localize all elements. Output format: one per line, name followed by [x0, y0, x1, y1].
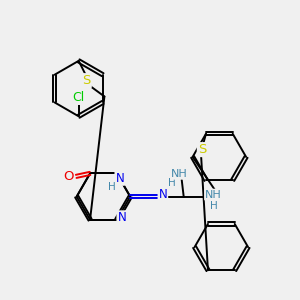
Text: H: H	[209, 202, 217, 212]
Text: N: N	[117, 211, 126, 224]
Text: NH: NH	[205, 190, 222, 200]
Text: N: N	[158, 188, 167, 201]
Text: S: S	[82, 74, 91, 87]
Text: H: H	[168, 178, 176, 188]
Text: H: H	[108, 182, 116, 192]
Text: Cl: Cl	[73, 91, 85, 104]
Text: O: O	[63, 170, 74, 183]
Text: S: S	[198, 143, 206, 156]
Text: NH: NH	[171, 169, 188, 179]
Text: N: N	[116, 172, 124, 185]
